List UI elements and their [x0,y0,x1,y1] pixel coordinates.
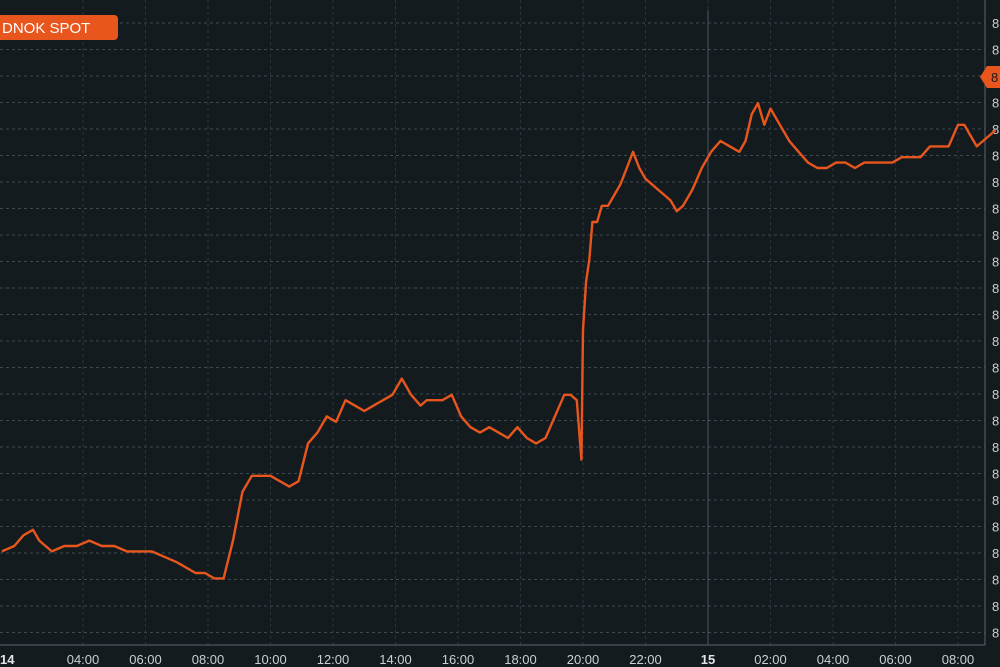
y-tick-label: 8 [992,308,999,323]
x-tick-label: 15 [701,652,715,667]
y-axis-ticks: 8 8 8 8 8 8 8 8 8 8 8 8 8 8 8 8 8 8 8 8 8 8 8 8 [992,16,999,641]
y-tick-label: 8 [992,440,999,455]
y-tick-label: 8 [992,228,999,243]
y-tick-label: 8 [992,96,999,111]
x-tick-label: 22:00 [629,652,662,667]
y-tick-label: 8 [992,175,999,190]
y-tick-label: 8 [992,122,999,137]
last-value-label: 8 [991,70,998,85]
x-tick-label: 20:00 [567,652,600,667]
x-tick-label: 14 [0,652,15,667]
y-tick-label: 8 [992,520,999,535]
x-tick-label: 02:00 [754,652,787,667]
last-value-badge-bg [980,66,1000,88]
y-tick-label: 8 [992,387,999,402]
title-badge: DNOK SPOT [0,15,118,40]
y-tick-label: 8 [992,493,999,508]
y-tick-label: 8 [992,626,999,641]
y-tick-label: 8 [992,361,999,376]
x-tick-label: 04:00 [67,652,100,667]
x-axis-ticks: 14 04:00 06:00 08:00 10:00 12:00 14:00 16:00 18:… [0,652,974,667]
x-tick-label: 08:00 [192,652,225,667]
x-tick-label: 14:00 [379,652,412,667]
x-tick-label: 10:00 [254,652,287,667]
y-tick-label: 8 [992,43,999,58]
title-badge-bg [0,15,118,40]
y-tick-label: 8 [992,573,999,588]
x-tick-label: 04:00 [817,652,850,667]
y-tick-label: 8 [992,149,999,164]
y-tick-label: 8 [992,334,999,349]
chart-title: DNOK SPOT [2,20,90,37]
y-tick-label: 8 [992,414,999,429]
price-series-line [1,101,997,580]
y-tick-label: 8 [992,546,999,561]
last-value-badge: 8 [980,66,1000,88]
horizontal-grid [0,22,985,633]
x-tick-label: 08:00 [942,652,975,667]
plot-background [0,0,985,645]
x-tick-label: 06:00 [879,652,912,667]
x-tick-label: 16:00 [442,652,475,667]
y-tick-label: 8 [992,255,999,270]
x-tick-label: 12:00 [317,652,350,667]
y-tick-label: 8 [992,467,999,482]
y-tick-label: 8 [992,281,999,296]
x-tick-label: 06:00 [129,652,162,667]
y-tick-label: 8 [992,599,999,614]
y-tick-label: 8 [992,202,999,217]
x-tick-label: 18:00 [504,652,537,667]
y-tick-label: 8 [992,16,999,31]
